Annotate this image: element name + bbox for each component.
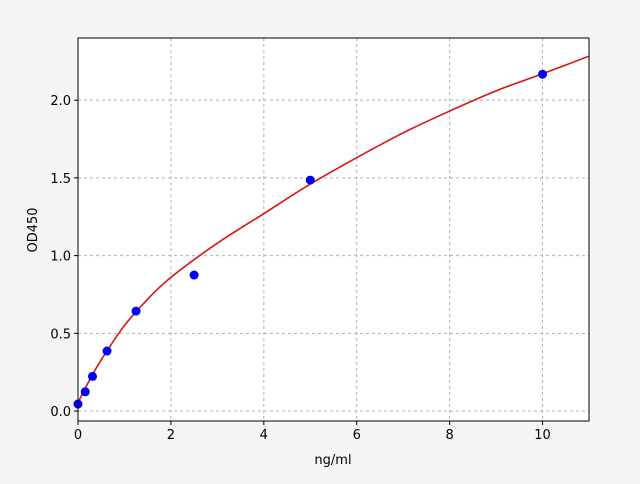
y-tick-label: 2.0 bbox=[50, 94, 71, 109]
data-point bbox=[131, 306, 141, 316]
x-axis-label: ng/ml bbox=[314, 453, 351, 468]
data-point bbox=[80, 387, 90, 397]
y-tick-label: 0.5 bbox=[50, 327, 71, 342]
y-tick-label: 1.0 bbox=[50, 250, 71, 265]
plot-background bbox=[78, 38, 589, 421]
data-point bbox=[88, 371, 98, 381]
x-tick-label: 6 bbox=[353, 428, 361, 443]
data-point bbox=[305, 175, 315, 185]
y-tick-label: 0.0 bbox=[50, 405, 71, 420]
y-axis-label: OD450 bbox=[26, 207, 41, 252]
x-tick-label: 2 bbox=[167, 428, 175, 443]
plot-frame bbox=[77, 37, 590, 422]
x-tick-label: 4 bbox=[260, 428, 268, 443]
data-point bbox=[189, 270, 199, 280]
data-point bbox=[538, 69, 548, 79]
data-points bbox=[73, 69, 548, 409]
ticks: 0 2 4 6 8 10 0.0 0.5 1.0 1.5 2.0 bbox=[50, 94, 551, 443]
x-tick-label: 10 bbox=[534, 428, 551, 443]
x-tick-label: 8 bbox=[445, 428, 453, 443]
x-tick-label: 0 bbox=[74, 428, 82, 443]
y-tick-label: 1.5 bbox=[50, 172, 71, 187]
data-point bbox=[102, 346, 112, 356]
